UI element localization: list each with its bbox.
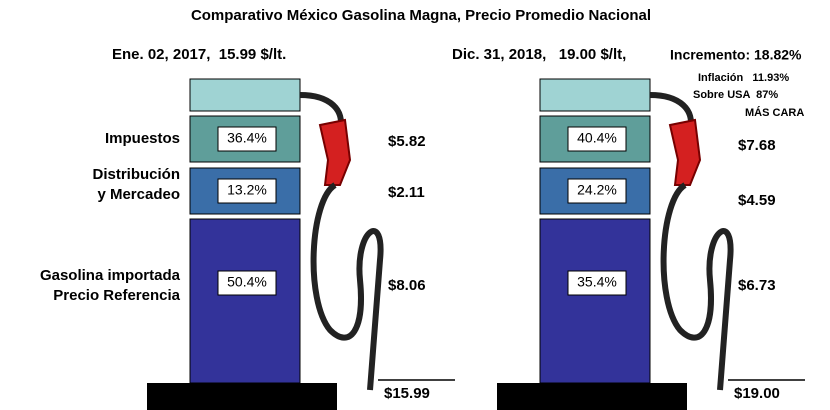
amount-label: $7.68 [738,137,776,154]
percent-box [217,126,277,152]
percent-label: 13.2% [227,182,267,198]
hose-loop [660,182,734,391]
pump-header: Dic. 31, 2018, 19.00 $/lt, [452,46,626,63]
nozzle [668,118,702,186]
pump-header: Ene. 02, 2017, 15.99 $/lt. [112,46,286,63]
pump-base [147,383,337,410]
pump-cap [189,78,301,112]
amount-label: $5.82 [388,133,426,150]
nozzle [318,118,352,186]
pump-cap [539,78,651,112]
row-label: Gasolina importada [40,267,181,284]
amount-label: $6.73 [738,277,776,294]
total-label: $15.99 [384,385,430,402]
more-expensive-note: MÁS CARA [745,106,804,119]
percent-label: 36.4% [227,130,267,146]
row-label: Impuestos [105,130,180,147]
percent-label: 24.2% [577,182,617,198]
pump-segment [539,218,651,384]
increment-note: Incremento: 18.82% [670,47,802,63]
percent-box [567,178,627,204]
amount-label: $2.11 [388,184,425,201]
hose-loop [310,182,384,391]
percent-label: 40.4% [577,130,617,146]
percent-box [567,270,627,296]
title: Comparativo México Gasolina Magna, Preci… [191,7,651,24]
pump-base [497,383,687,410]
total-label: $19.00 [734,385,780,402]
amount-label: $4.59 [738,192,776,209]
row-label: y Mercadeo [97,186,180,203]
percent-box [567,126,627,152]
row-label: Precio Referencia [53,287,180,304]
usa-note: Sobre USA 87% [693,89,778,101]
percent-label: 50.4% [227,274,267,290]
percent-box [217,270,277,296]
pump-segment [189,218,301,384]
row-label: Distribución [92,166,180,183]
amount-label: $8.06 [388,277,426,294]
inflation-note: Inflación 11.93% [698,72,789,84]
percent-label: 35.4% [577,274,617,290]
percent-box [217,178,277,204]
